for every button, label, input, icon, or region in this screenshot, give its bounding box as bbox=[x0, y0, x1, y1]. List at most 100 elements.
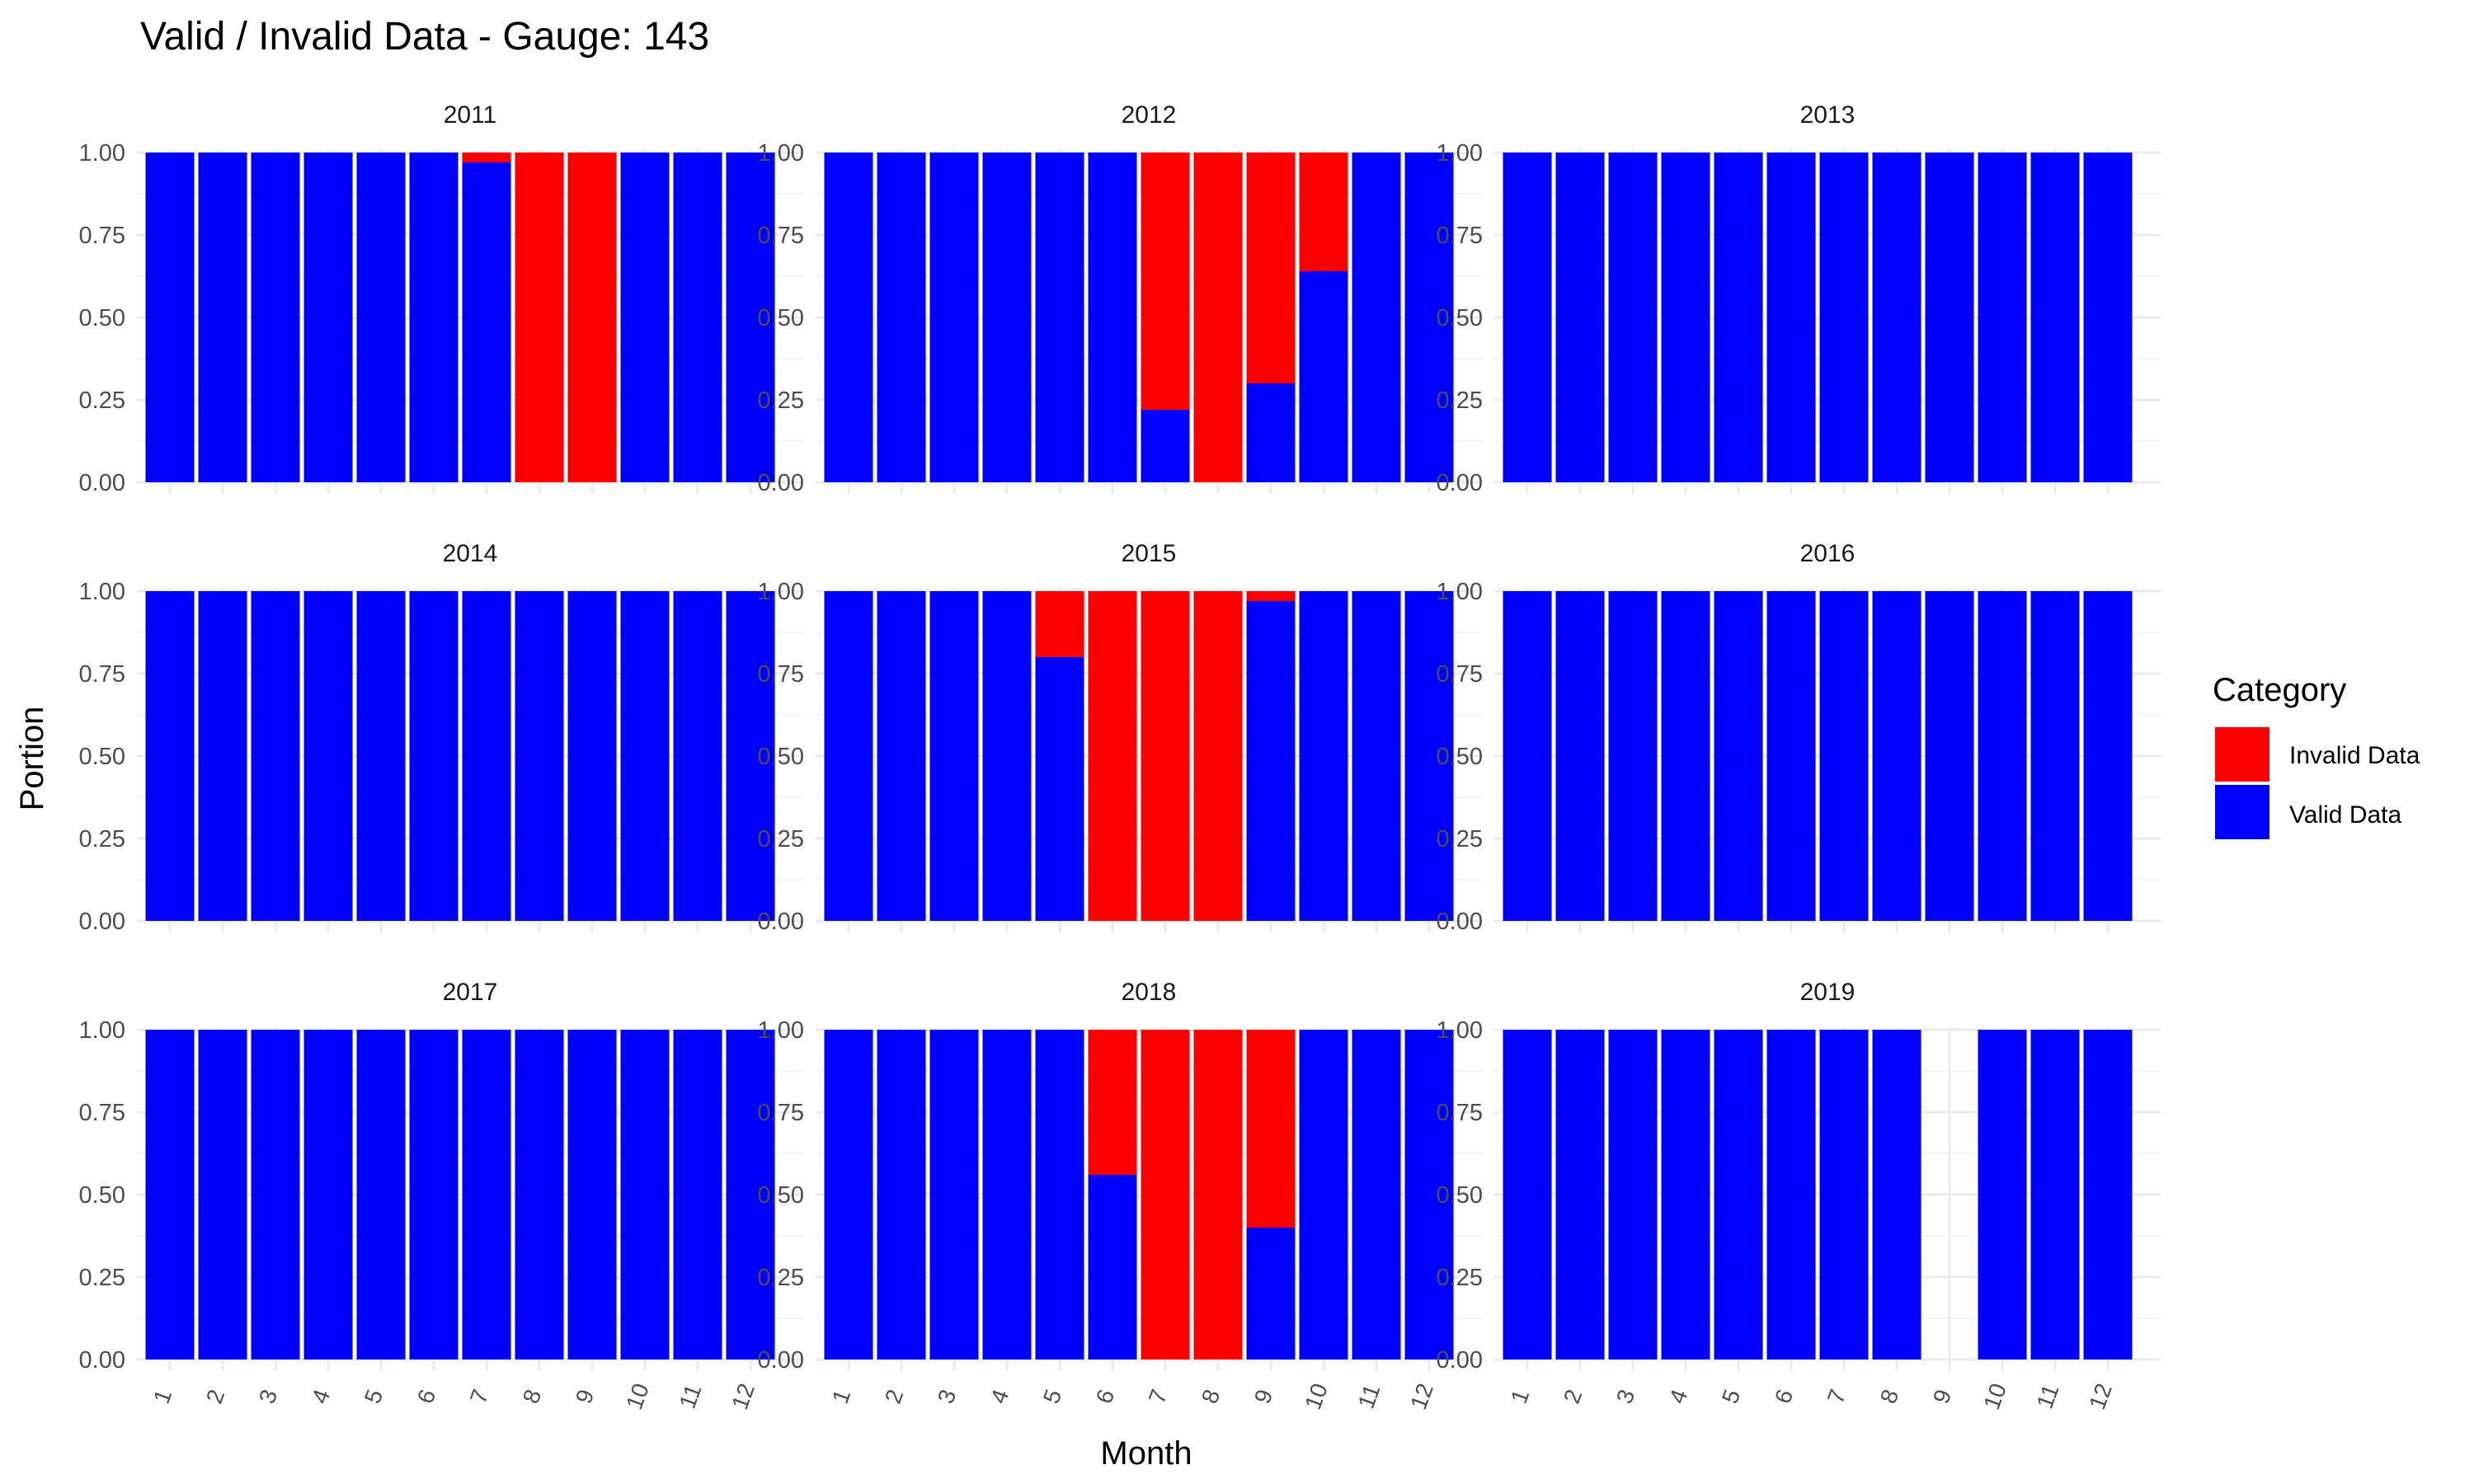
bar-valid bbox=[356, 153, 406, 482]
bar-valid bbox=[620, 153, 670, 482]
bar-valid bbox=[409, 153, 459, 482]
y-tick-label: 0.50 bbox=[758, 1182, 804, 1209]
x-tick-label: 12 bbox=[2084, 1380, 2117, 1413]
bar-valid bbox=[1035, 1030, 1084, 1360]
bar-valid bbox=[1503, 153, 1552, 482]
bar-invalid bbox=[1193, 1030, 1243, 1360]
x-tick-label: 3 bbox=[254, 1386, 282, 1407]
y-tick-label: 0.00 bbox=[79, 470, 125, 496]
y-tick-label: 0.75 bbox=[1437, 661, 1483, 688]
y-tick-label: 0.25 bbox=[1437, 387, 1483, 414]
bar-valid bbox=[1819, 591, 1869, 921]
bar-invalid bbox=[462, 153, 511, 162]
bar-valid bbox=[673, 1030, 722, 1360]
bar-valid bbox=[2083, 591, 2133, 921]
bar-valid bbox=[145, 591, 195, 921]
x-tick-label: 12 bbox=[1405, 1380, 1438, 1413]
y-tick-label: 0.75 bbox=[1437, 223, 1483, 249]
y-tick-label: 0.50 bbox=[1437, 305, 1483, 331]
bar-valid bbox=[929, 153, 979, 482]
bar-valid bbox=[982, 1030, 1032, 1360]
y-tick-label: 0.00 bbox=[79, 909, 125, 935]
x-tick-label: 6 bbox=[1091, 1386, 1119, 1407]
facet-label: 2015 bbox=[1122, 540, 1177, 567]
y-tick-label: 1.00 bbox=[1437, 579, 1483, 605]
y-tick-label: 0.00 bbox=[758, 909, 804, 935]
y-tick-label: 0.25 bbox=[79, 1265, 125, 1291]
bar-valid bbox=[1352, 591, 1401, 921]
x-tick-label: 10 bbox=[1978, 1380, 2011, 1413]
panel-2013: 2013 0.00 0.25 0.50 0.75 1.00 bbox=[1437, 101, 2161, 496]
bar-valid bbox=[1352, 153, 1401, 482]
y-tick-label: 0.75 bbox=[758, 661, 804, 688]
legend-label-valid: Valid Data bbox=[2289, 801, 2402, 829]
x-tick-label: 2 bbox=[1559, 1386, 1587, 1407]
bar-valid bbox=[1246, 1228, 1296, 1360]
bar-invalid bbox=[1035, 591, 1084, 657]
bar-valid bbox=[409, 1030, 459, 1360]
facet-label: 2011 bbox=[444, 101, 497, 129]
bar-invalid bbox=[515, 153, 564, 482]
bar-invalid bbox=[1141, 591, 1190, 921]
y-tick-label: 0.00 bbox=[758, 1347, 804, 1374]
bar-valid bbox=[462, 591, 511, 921]
bar-valid bbox=[877, 153, 926, 482]
bar-valid bbox=[356, 591, 406, 921]
y-tick-label: 1.00 bbox=[758, 140, 804, 167]
chart-title: Valid / Invalid Data - Gauge: 143 bbox=[140, 15, 709, 59]
y-tick-label: 0.50 bbox=[758, 744, 804, 770]
facet-label: 2012 bbox=[1122, 101, 1177, 129]
bar-valid bbox=[303, 1030, 353, 1360]
bar-valid bbox=[198, 1030, 247, 1360]
bar-invalid bbox=[1246, 153, 1296, 383]
x-tick-label: 9 bbox=[1249, 1386, 1277, 1407]
x-tick-label: 4 bbox=[1664, 1386, 1692, 1407]
panel-2016: 2016 0.00 0.25 0.50 0.75 1.00 bbox=[1437, 540, 2161, 935]
bar-valid bbox=[1035, 657, 1084, 921]
bar-valid bbox=[1088, 153, 1137, 482]
bar-valid bbox=[982, 153, 1032, 482]
bar-valid bbox=[145, 1030, 195, 1360]
bar-valid bbox=[1661, 153, 1710, 482]
bar-valid bbox=[1819, 1030, 1869, 1360]
bar-valid bbox=[1555, 1030, 1605, 1360]
bar-valid bbox=[1714, 1030, 1763, 1360]
x-tick-label: 6 bbox=[412, 1386, 440, 1407]
x-tick-label: 2 bbox=[201, 1386, 229, 1407]
bar-valid bbox=[1819, 153, 1869, 482]
x-tick-label: 2 bbox=[880, 1386, 908, 1407]
x-tick-label: 3 bbox=[933, 1386, 961, 1407]
x-tick-label: 11 bbox=[1353, 1381, 1385, 1412]
y-tick-label: 1.00 bbox=[1437, 140, 1483, 167]
x-tick-label: 5 bbox=[1717, 1386, 1745, 1407]
bar-valid bbox=[1246, 383, 1296, 482]
facet-label: 2017 bbox=[443, 979, 498, 1006]
legend-title: Category bbox=[2213, 672, 2346, 708]
y-tick-label: 1.00 bbox=[758, 1017, 804, 1044]
x-tick-label: 7 bbox=[1144, 1386, 1172, 1407]
y-tick-label: 0.25 bbox=[1437, 826, 1483, 852]
bar-valid bbox=[198, 591, 247, 921]
y-tick-label: 0.50 bbox=[79, 1182, 125, 1209]
bar-valid bbox=[877, 1030, 926, 1360]
panel-2014: 2014 0.00 0.25 0.50 0.75 1.00 bbox=[79, 540, 803, 935]
bar-valid bbox=[726, 1030, 775, 1360]
x-tick-label: 11 bbox=[675, 1381, 707, 1412]
bar-valid bbox=[1872, 1030, 1921, 1360]
y-tick-label: 0.75 bbox=[79, 661, 125, 688]
bar-valid bbox=[1246, 601, 1296, 921]
x-tick-label: 7 bbox=[465, 1386, 493, 1407]
bar-invalid bbox=[1193, 591, 1243, 921]
bar-valid bbox=[1925, 591, 1974, 921]
x-tick-label: 11 bbox=[2032, 1381, 2064, 1412]
y-tick-label: 0.00 bbox=[1437, 470, 1483, 496]
bar-valid bbox=[1035, 153, 1084, 482]
y-tick-label: 0.00 bbox=[1437, 1347, 1483, 1374]
bar-invalid bbox=[567, 153, 617, 482]
y-tick-label: 0.00 bbox=[1437, 909, 1483, 935]
bar-valid bbox=[356, 1030, 406, 1360]
y-tick-label: 0.75 bbox=[1437, 1100, 1483, 1126]
bar-valid bbox=[1978, 591, 2027, 921]
